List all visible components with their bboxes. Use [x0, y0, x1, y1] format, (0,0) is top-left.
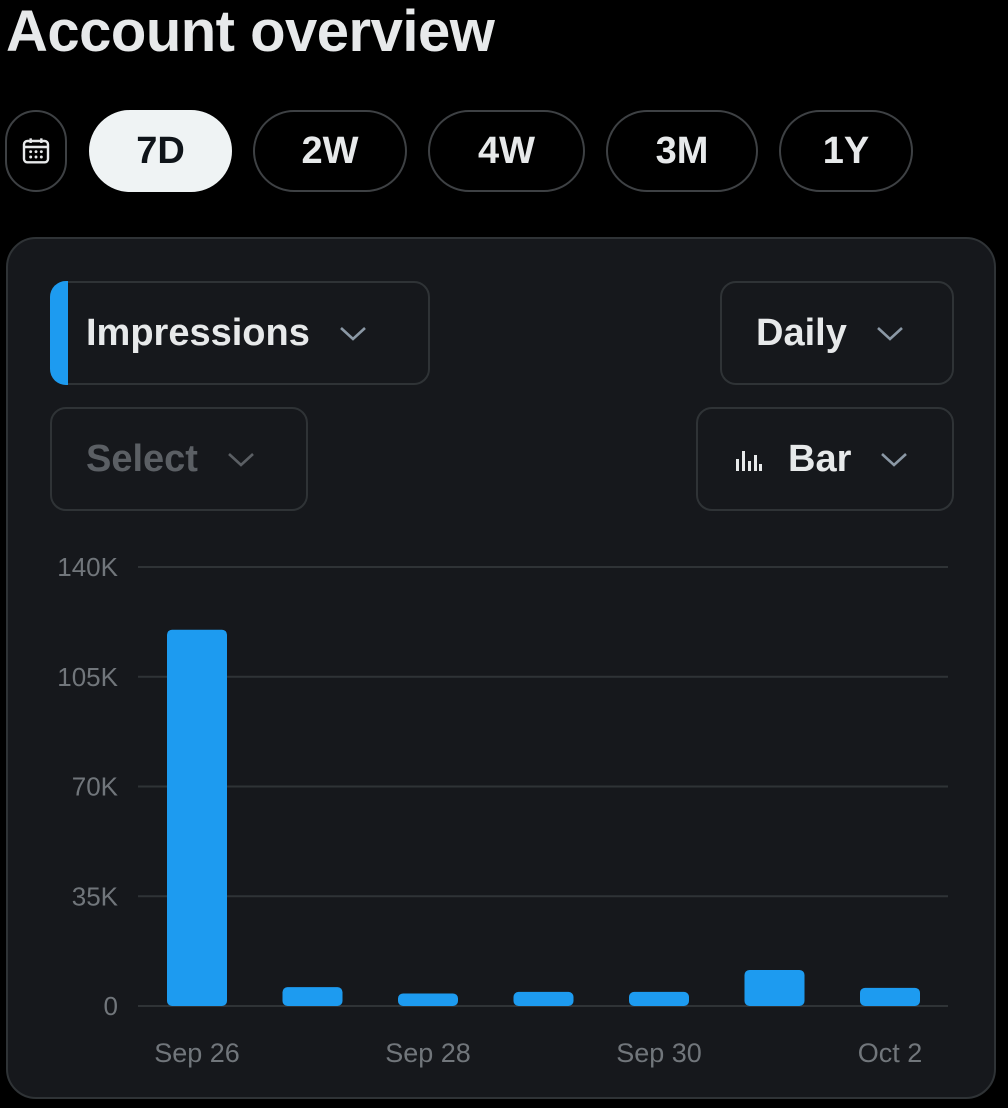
range-4w-button[interactable]: 4W: [428, 110, 585, 192]
impressions-bar-chart: 0 35K 70K 105K 140K Sep 26 Sep 28 Sep 30 Oct 2: [57, 552, 948, 1068]
compare-placeholder: Select: [86, 437, 198, 480]
chart-bar[interactable]: [398, 993, 458, 1006]
page-title: Account overview: [6, 0, 495, 64]
chart-bar[interactable]: [282, 987, 343, 1006]
compare-metric-dropdown[interactable]: Select: [50, 407, 308, 511]
x-tick-label: Sep 26: [154, 1038, 240, 1068]
metric-label: Impressions: [86, 311, 310, 354]
chart-type-dropdown[interactable]: Bar: [696, 407, 954, 511]
granularity-label: Daily: [756, 311, 847, 354]
calendar-button[interactable]: [5, 110, 67, 192]
bar-chart-icon: [736, 451, 762, 471]
analytics-card: Impressions Daily Select Bar 0 35K 70K 105K…: [6, 237, 996, 1099]
chart-bar[interactable]: [513, 991, 574, 1006]
y-tick-label: 35K: [72, 881, 119, 911]
chart-bar[interactable]: [167, 629, 227, 1006]
chevron-down-icon: [876, 327, 903, 341]
chart-type-label: Bar: [788, 437, 852, 480]
range-7d-button[interactable]: 7D: [89, 110, 232, 192]
chevron-down-icon: [881, 453, 908, 467]
range-1y-button[interactable]: 1Y: [779, 110, 913, 192]
y-tick-label: 105K: [57, 662, 118, 692]
x-tick-label: Oct 2: [858, 1038, 923, 1068]
x-tick-label: Sep 30: [616, 1038, 702, 1068]
chart-bar[interactable]: [744, 969, 805, 1006]
chart-bar[interactable]: [860, 987, 920, 1006]
calendar-icon: [22, 138, 50, 164]
y-tick-label: 0: [104, 991, 118, 1021]
range-2w-button[interactable]: 2W: [253, 110, 407, 192]
y-tick-label: 70K: [72, 772, 119, 802]
granularity-dropdown[interactable]: Daily: [720, 281, 954, 385]
x-tick-label: Sep 28: [385, 1038, 471, 1068]
metric-color-indicator: [50, 281, 68, 385]
chevron-down-icon: [228, 453, 254, 467]
y-tick-label: 140K: [57, 552, 118, 582]
range-3m-button[interactable]: 3M: [606, 110, 758, 192]
chart-bar[interactable]: [629, 991, 689, 1006]
metric-dropdown[interactable]: Impressions: [50, 281, 430, 385]
chevron-down-icon: [339, 327, 366, 341]
